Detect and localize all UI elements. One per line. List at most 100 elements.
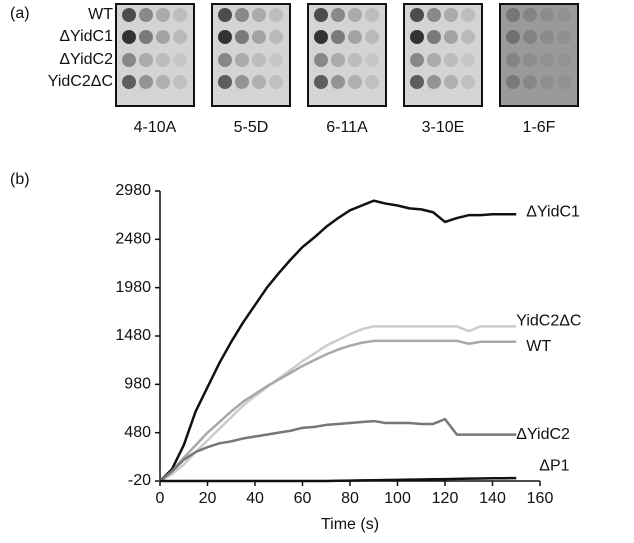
colony-spot — [218, 8, 232, 22]
y-tick-label: 1980 — [115, 279, 151, 296]
y-tick-label: 1480 — [115, 327, 151, 344]
series-line — [159, 325, 517, 483]
series-label: ΔYidC2 — [516, 426, 570, 443]
colony-spot — [122, 75, 136, 89]
series-line — [159, 339, 517, 482]
x-tick-label: 120 — [432, 490, 459, 507]
series-line — [160, 476, 517, 483]
colony-spot — [506, 53, 520, 67]
plate-label: 3-10E — [422, 119, 465, 136]
colony-spot — [523, 8, 537, 22]
colony-spot — [365, 8, 379, 22]
colony-spot — [139, 8, 153, 22]
colony-spot — [444, 8, 458, 22]
x-tick-label: 60 — [294, 490, 312, 507]
series-label: YidC2ΔC — [516, 313, 581, 330]
colony-spot — [461, 75, 475, 89]
colony-spot — [218, 75, 232, 89]
colony-spot — [348, 75, 362, 89]
plate-label: 6-11A — [326, 119, 368, 136]
colony-spot — [252, 53, 266, 67]
series-label: ΔYidC1 — [526, 203, 580, 220]
colony-spot — [444, 75, 458, 89]
colony-spot — [523, 75, 537, 89]
colony-spot — [331, 75, 345, 89]
colony-spot — [122, 53, 136, 67]
colony-spot — [269, 75, 283, 89]
colony-spot — [156, 8, 170, 22]
colony-spot — [235, 30, 249, 44]
colony-spot — [269, 8, 283, 22]
colony-spot — [557, 75, 571, 89]
colony-spot — [365, 53, 379, 67]
plate-label: 5-5D — [234, 119, 269, 136]
x-tick-label: 80 — [341, 490, 359, 507]
colony-spot — [314, 75, 328, 89]
colony-spot — [540, 53, 554, 67]
colony-spot — [410, 8, 424, 22]
series-label: ΔP1 — [539, 457, 569, 474]
colony-spot — [139, 75, 153, 89]
colony-spot — [410, 30, 424, 44]
y-tick-label: 980 — [124, 376, 151, 393]
colony-spot — [427, 8, 441, 22]
series-line — [159, 199, 517, 482]
x-tick-label: 100 — [384, 490, 411, 507]
panel-label: (b) — [10, 171, 30, 188]
row-label: ΔYidC1 — [59, 28, 113, 45]
colony-spot — [218, 30, 232, 44]
colony-spot — [523, 53, 537, 67]
colony-spot — [235, 8, 249, 22]
colony-spot — [314, 8, 328, 22]
colony-spot — [427, 30, 441, 44]
colony-spot — [139, 30, 153, 44]
colony-spot — [348, 30, 362, 44]
x-tick-label: 0 — [156, 490, 165, 507]
colony-spot — [410, 75, 424, 89]
colony-spot — [427, 75, 441, 89]
y-tick-label: 2980 — [115, 182, 151, 199]
colony-spot — [252, 75, 266, 89]
colony-spot — [252, 30, 266, 44]
colony-spot — [461, 30, 475, 44]
colony-spot — [331, 30, 345, 44]
colony-spot — [173, 30, 187, 44]
x-tick-label: 20 — [199, 490, 217, 507]
line-chart: -20 480 980 1480 1980 2480 2980 0 20 40 60 80 100 120… — [115, 182, 581, 507]
y-tick-label: 480 — [124, 424, 151, 441]
colony-spot — [410, 53, 424, 67]
colony-spot — [173, 8, 187, 22]
colony-spot — [444, 53, 458, 67]
row-label: ΔYidC2 — [59, 51, 113, 68]
plate-label: 4-10A — [134, 119, 177, 136]
colony-spot — [331, 53, 345, 67]
colony-spot — [269, 30, 283, 44]
panel-label: (a) — [10, 5, 30, 22]
series-line — [159, 417, 517, 482]
y-tick-label: 2480 — [115, 231, 151, 248]
colony-spot — [139, 53, 153, 67]
colony-spot — [557, 30, 571, 44]
colony-spot — [506, 75, 520, 89]
colony-spot — [523, 30, 537, 44]
colony-spot — [173, 53, 187, 67]
colony-spot — [218, 53, 232, 67]
colony-spot — [235, 75, 249, 89]
x-tick-label: 160 — [527, 490, 554, 507]
colony-spot — [348, 53, 362, 67]
colony-spot — [444, 30, 458, 44]
colony-spot — [122, 8, 136, 22]
colony-spot — [540, 30, 554, 44]
colony-spot — [156, 75, 170, 89]
colony-spot — [348, 8, 362, 22]
colony-spot — [557, 8, 571, 22]
dot-blot-panel: WT ΔYidC1 ΔYidC2 YidC2ΔC 4-10A 5-5D 6-11A 3-10E… — [48, 3, 579, 136]
colony-spot — [461, 8, 475, 22]
colony-spot — [506, 30, 520, 44]
colony-spot — [506, 8, 520, 22]
colony-spot — [427, 53, 441, 67]
colony-spot — [173, 75, 187, 89]
colony-spot — [156, 30, 170, 44]
colony-spot — [252, 8, 266, 22]
